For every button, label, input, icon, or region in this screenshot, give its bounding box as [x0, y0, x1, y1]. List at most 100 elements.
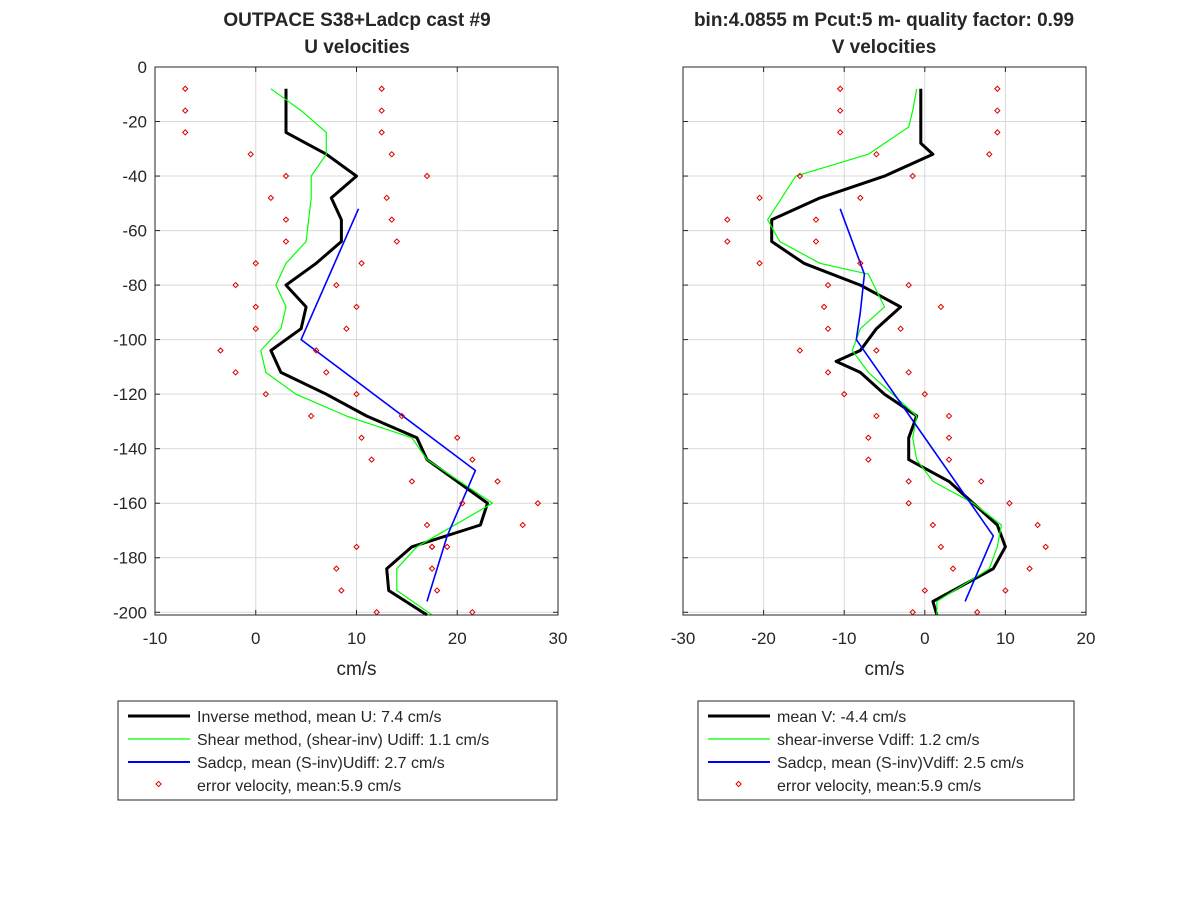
v-error-point — [945, 412, 953, 420]
v-error-point — [857, 194, 864, 202]
u-error-point — [262, 390, 270, 398]
u-error-point — [423, 172, 431, 180]
u-x-tick-label: 10 — [347, 629, 366, 648]
u-shear-line — [260, 88, 494, 616]
u-error-point — [534, 499, 542, 507]
u-legend-swatch-error — [155, 780, 162, 788]
u-velocity-plot: -10 0 10 20 300-20-40-60-80-100-120-140-160-… — [113, 58, 567, 680]
v-error-point — [756, 260, 763, 267]
u-error-point — [469, 456, 476, 463]
v-error-point — [812, 238, 820, 245]
v-error-point — [905, 281, 912, 289]
u-error-point — [232, 281, 239, 289]
u-error-point — [252, 303, 260, 311]
v-x-tick-label: -10 — [832, 629, 857, 648]
v-error-point — [1006, 499, 1013, 507]
u-legend-label-sadcp: Sadcp, mean (S-inv)Udiff: 2.7 cm/s — [197, 755, 445, 772]
v-error-point — [1026, 565, 1033, 572]
v-error-point — [921, 390, 929, 398]
u-error-series — [181, 85, 542, 616]
v-error-point — [929, 521, 937, 529]
u-error-point — [323, 369, 330, 376]
u-error-point — [443, 543, 451, 551]
u-y-tick-label: -200 — [113, 603, 147, 622]
u-error-point — [519, 521, 526, 529]
v-x-tick-label: -20 — [751, 629, 776, 648]
u-x-tick-label: 30 — [549, 629, 568, 648]
u-y-tick-label: -160 — [113, 494, 147, 513]
v-error-point — [994, 85, 1001, 93]
v-error-point — [973, 609, 981, 616]
v-axes-frame — [682, 66, 1087, 616]
u-error-point — [388, 216, 396, 223]
v-error-point — [840, 390, 848, 398]
u-error-point — [453, 434, 461, 442]
v-error-point — [865, 434, 872, 442]
u-error-point — [383, 194, 390, 202]
v-legend-label-sadcp: Sadcp, mean (S-inv)Vdiff: 2.5 cm/s — [777, 755, 1024, 772]
u-error-point — [282, 216, 290, 223]
u-y-tick-label: -20 — [122, 113, 147, 132]
v-error-point — [873, 347, 880, 354]
v-error-point — [905, 478, 912, 485]
u-error-point — [459, 499, 466, 507]
u-y-tick-label: 0 — [138, 58, 147, 77]
left-title-line2: U velocities — [304, 37, 410, 58]
v-error-point — [949, 565, 957, 572]
v-error-point — [796, 347, 804, 354]
v-velocity-plot: -30 -20 -10 0 10 20 cm/s — [671, 66, 1095, 680]
v-error-point — [905, 369, 912, 376]
v-error-point — [836, 107, 844, 114]
u-error-point — [181, 85, 189, 93]
right-title-line2: V velocities — [832, 37, 937, 58]
v-error-point — [865, 456, 872, 463]
v-error-point — [824, 281, 832, 289]
v-legend-label-inverse: mean V: -4.4 cm/s — [777, 709, 906, 726]
u-x-axis-label: cm/s — [336, 659, 376, 680]
v-inverse-line — [770, 88, 1007, 616]
u-error-point — [282, 172, 290, 180]
u-error-point — [353, 303, 360, 311]
v-legend: mean V: -4.4 cm/s shear-inverse Vdiff: 1… — [697, 700, 1075, 801]
v-x-tick-label: 0 — [920, 629, 929, 648]
u-error-point — [181, 129, 189, 136]
v-error-point — [873, 150, 880, 158]
v-x-tick-label: 10 — [996, 629, 1015, 648]
v-error-point — [945, 434, 953, 442]
u-sadcp-line — [300, 208, 477, 602]
v-error-point — [756, 194, 763, 202]
v-error-point — [897, 325, 904, 332]
v-error-point — [994, 107, 1001, 114]
v-plot-area — [683, 67, 1086, 615]
u-error-point — [312, 347, 320, 354]
u-error-point — [267, 194, 275, 202]
u-y-tick-label: -180 — [113, 549, 147, 568]
v-error-point — [1002, 587, 1009, 594]
v-legend-label-error: error velocity, mean:5.9 cm/s — [777, 778, 981, 795]
v-error-point — [909, 172, 916, 180]
v-error-point — [824, 325, 832, 332]
v-error-point — [986, 150, 993, 158]
u-error-point — [307, 412, 315, 420]
v-shear-line — [766, 88, 1003, 615]
u-error-point — [428, 565, 436, 572]
u-legend-label-shear: Shear method, (shear-inv) Udiff: 1.1 cm/… — [197, 732, 489, 749]
u-error-point — [368, 456, 375, 463]
u-error-point — [247, 150, 254, 158]
v-legend-swatch-error — [735, 780, 742, 788]
u-error-point — [353, 390, 360, 398]
v-error-point — [873, 412, 880, 420]
v-error-point — [796, 172, 804, 180]
v-error-point — [820, 303, 828, 311]
u-y-tick-label: -40 — [122, 167, 147, 186]
v-error-point — [945, 456, 953, 463]
v-legend-label-shear: shear-inverse Vdiff: 1.2 cm/s — [777, 732, 979, 749]
v-sadcp-line — [839, 208, 995, 602]
v-error-point — [921, 587, 929, 594]
u-y-tick-label: -60 — [122, 222, 147, 241]
v-error-point — [812, 216, 820, 223]
u-error-point — [358, 260, 365, 267]
v-error-point — [909, 609, 916, 616]
u-y-tick-label: -140 — [113, 440, 147, 459]
